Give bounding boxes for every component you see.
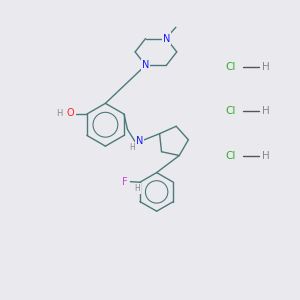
Text: O: O — [66, 108, 74, 118]
Text: H: H — [129, 143, 135, 152]
Text: Cl: Cl — [225, 151, 236, 161]
Text: H: H — [56, 109, 62, 118]
Text: H: H — [134, 184, 140, 193]
Text: F: F — [122, 177, 127, 187]
Text: H: H — [262, 106, 269, 116]
Text: N: N — [163, 34, 170, 44]
Text: H: H — [262, 151, 269, 161]
Text: H: H — [262, 62, 269, 72]
Text: N: N — [142, 60, 149, 70]
Text: N: N — [136, 136, 143, 146]
Text: Cl: Cl — [225, 106, 236, 116]
Text: Cl: Cl — [225, 62, 236, 72]
